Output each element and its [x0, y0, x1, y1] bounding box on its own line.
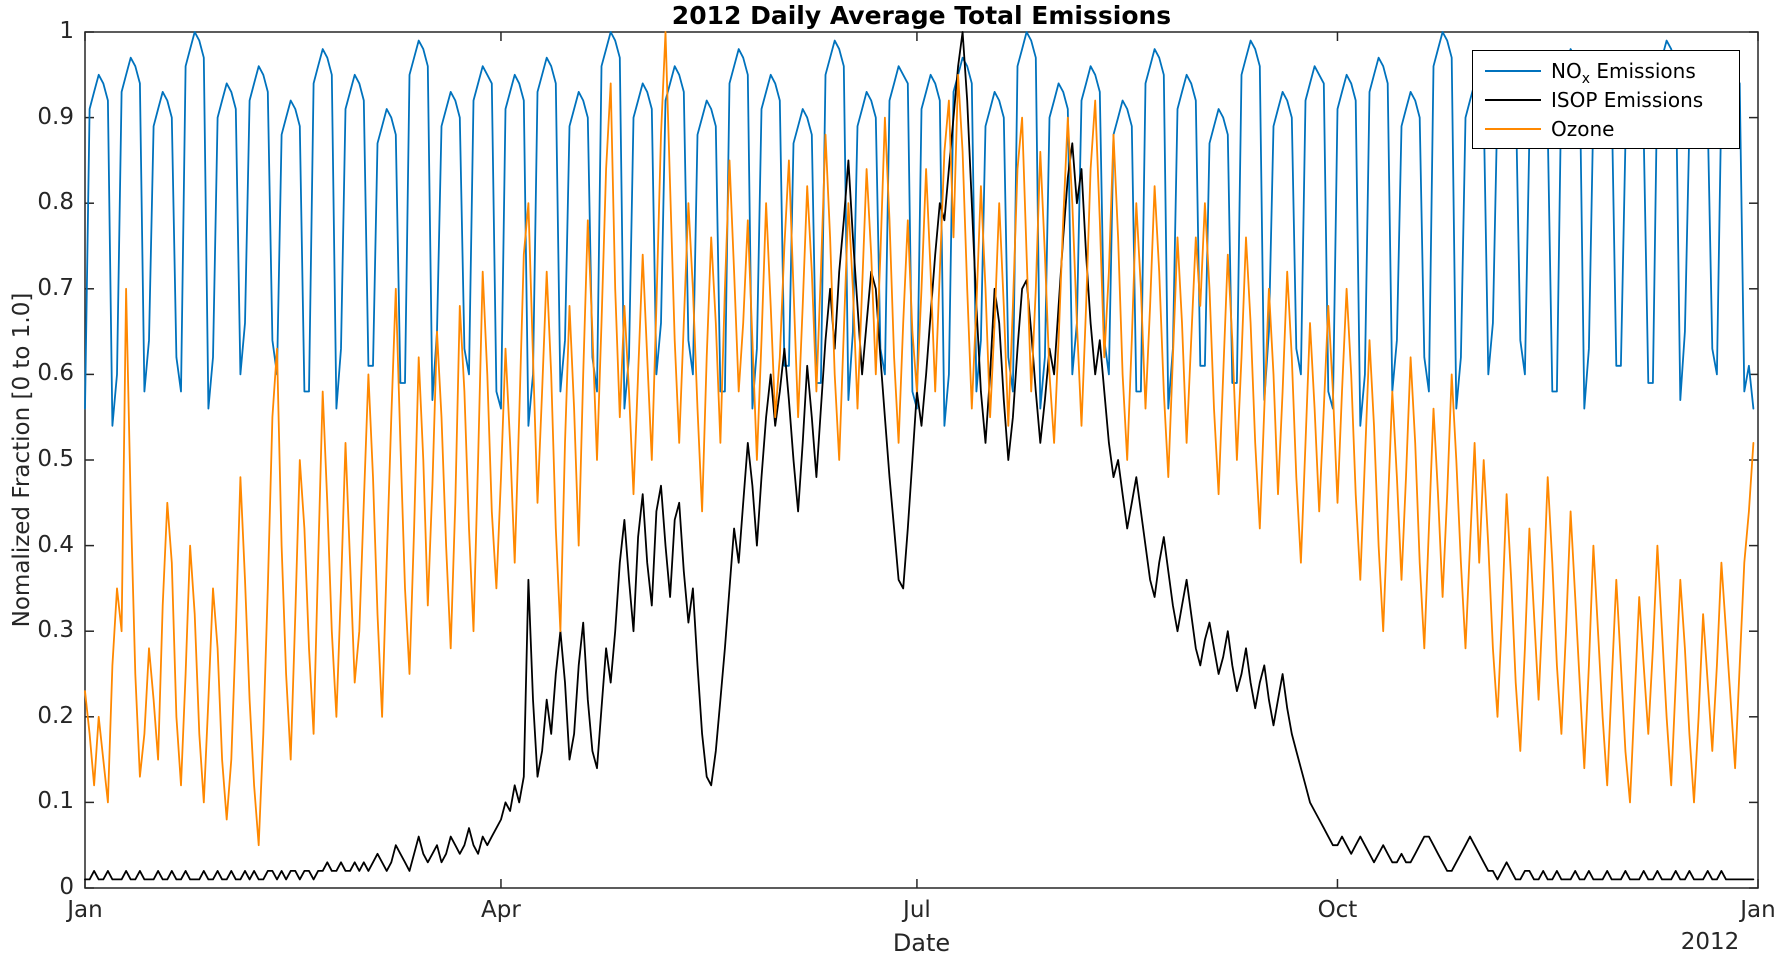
- ozone-line: [84, 31, 1755, 847]
- y-tick-label: 0.4: [37, 531, 74, 558]
- y-tick-label: 0: [59, 874, 74, 900]
- x-tick-label: Jan: [1740, 897, 1776, 923]
- legend-line-sample-nox: [1485, 69, 1541, 72]
- chart-title: 2012 Daily Average Total Emissions: [671, 1, 1172, 30]
- legend-item-ozone: Ozone: [1485, 114, 1739, 143]
- y-tick-label: 0.7: [37, 274, 74, 301]
- legend-label-nox: NOx Emissions: [1551, 58, 1696, 87]
- legend: NOx Emissions ISOP Emissions Ozone: [1472, 50, 1740, 149]
- y-tick-label: 0.5: [37, 446, 74, 472]
- legend-label-ozone: Ozone: [1551, 116, 1615, 141]
- legend-label-isop: ISOP Emissions: [1551, 87, 1704, 112]
- x-tick-label: Jan: [67, 897, 103, 923]
- y-tick-label: 0.6: [37, 360, 74, 387]
- y-tick-label: 0.1: [37, 788, 74, 815]
- x-tick-label: Apr: [481, 897, 521, 923]
- y-tick-label: 1: [59, 18, 74, 44]
- y-tick-label: 0.8: [37, 189, 74, 216]
- x-axis-year-label: 2012: [1680, 929, 1740, 955]
- y-tick-label: 0.9: [37, 103, 74, 130]
- y-tick-label: 0.3: [37, 617, 74, 644]
- y-tick-label: 0.2: [37, 702, 74, 729]
- x-tick-label: Oct: [1317, 897, 1358, 923]
- isop-emissions-line: [84, 31, 1755, 881]
- legend-item-isop: ISOP Emissions: [1485, 85, 1739, 114]
- x-tick-label: Jul: [903, 897, 931, 923]
- legend-line-sample-ozone: [1485, 127, 1541, 130]
- legend-line-sample-isop: [1485, 98, 1541, 101]
- x-axis-label: Date: [892, 929, 951, 957]
- legend-item-nox: NOx Emissions: [1485, 56, 1739, 87]
